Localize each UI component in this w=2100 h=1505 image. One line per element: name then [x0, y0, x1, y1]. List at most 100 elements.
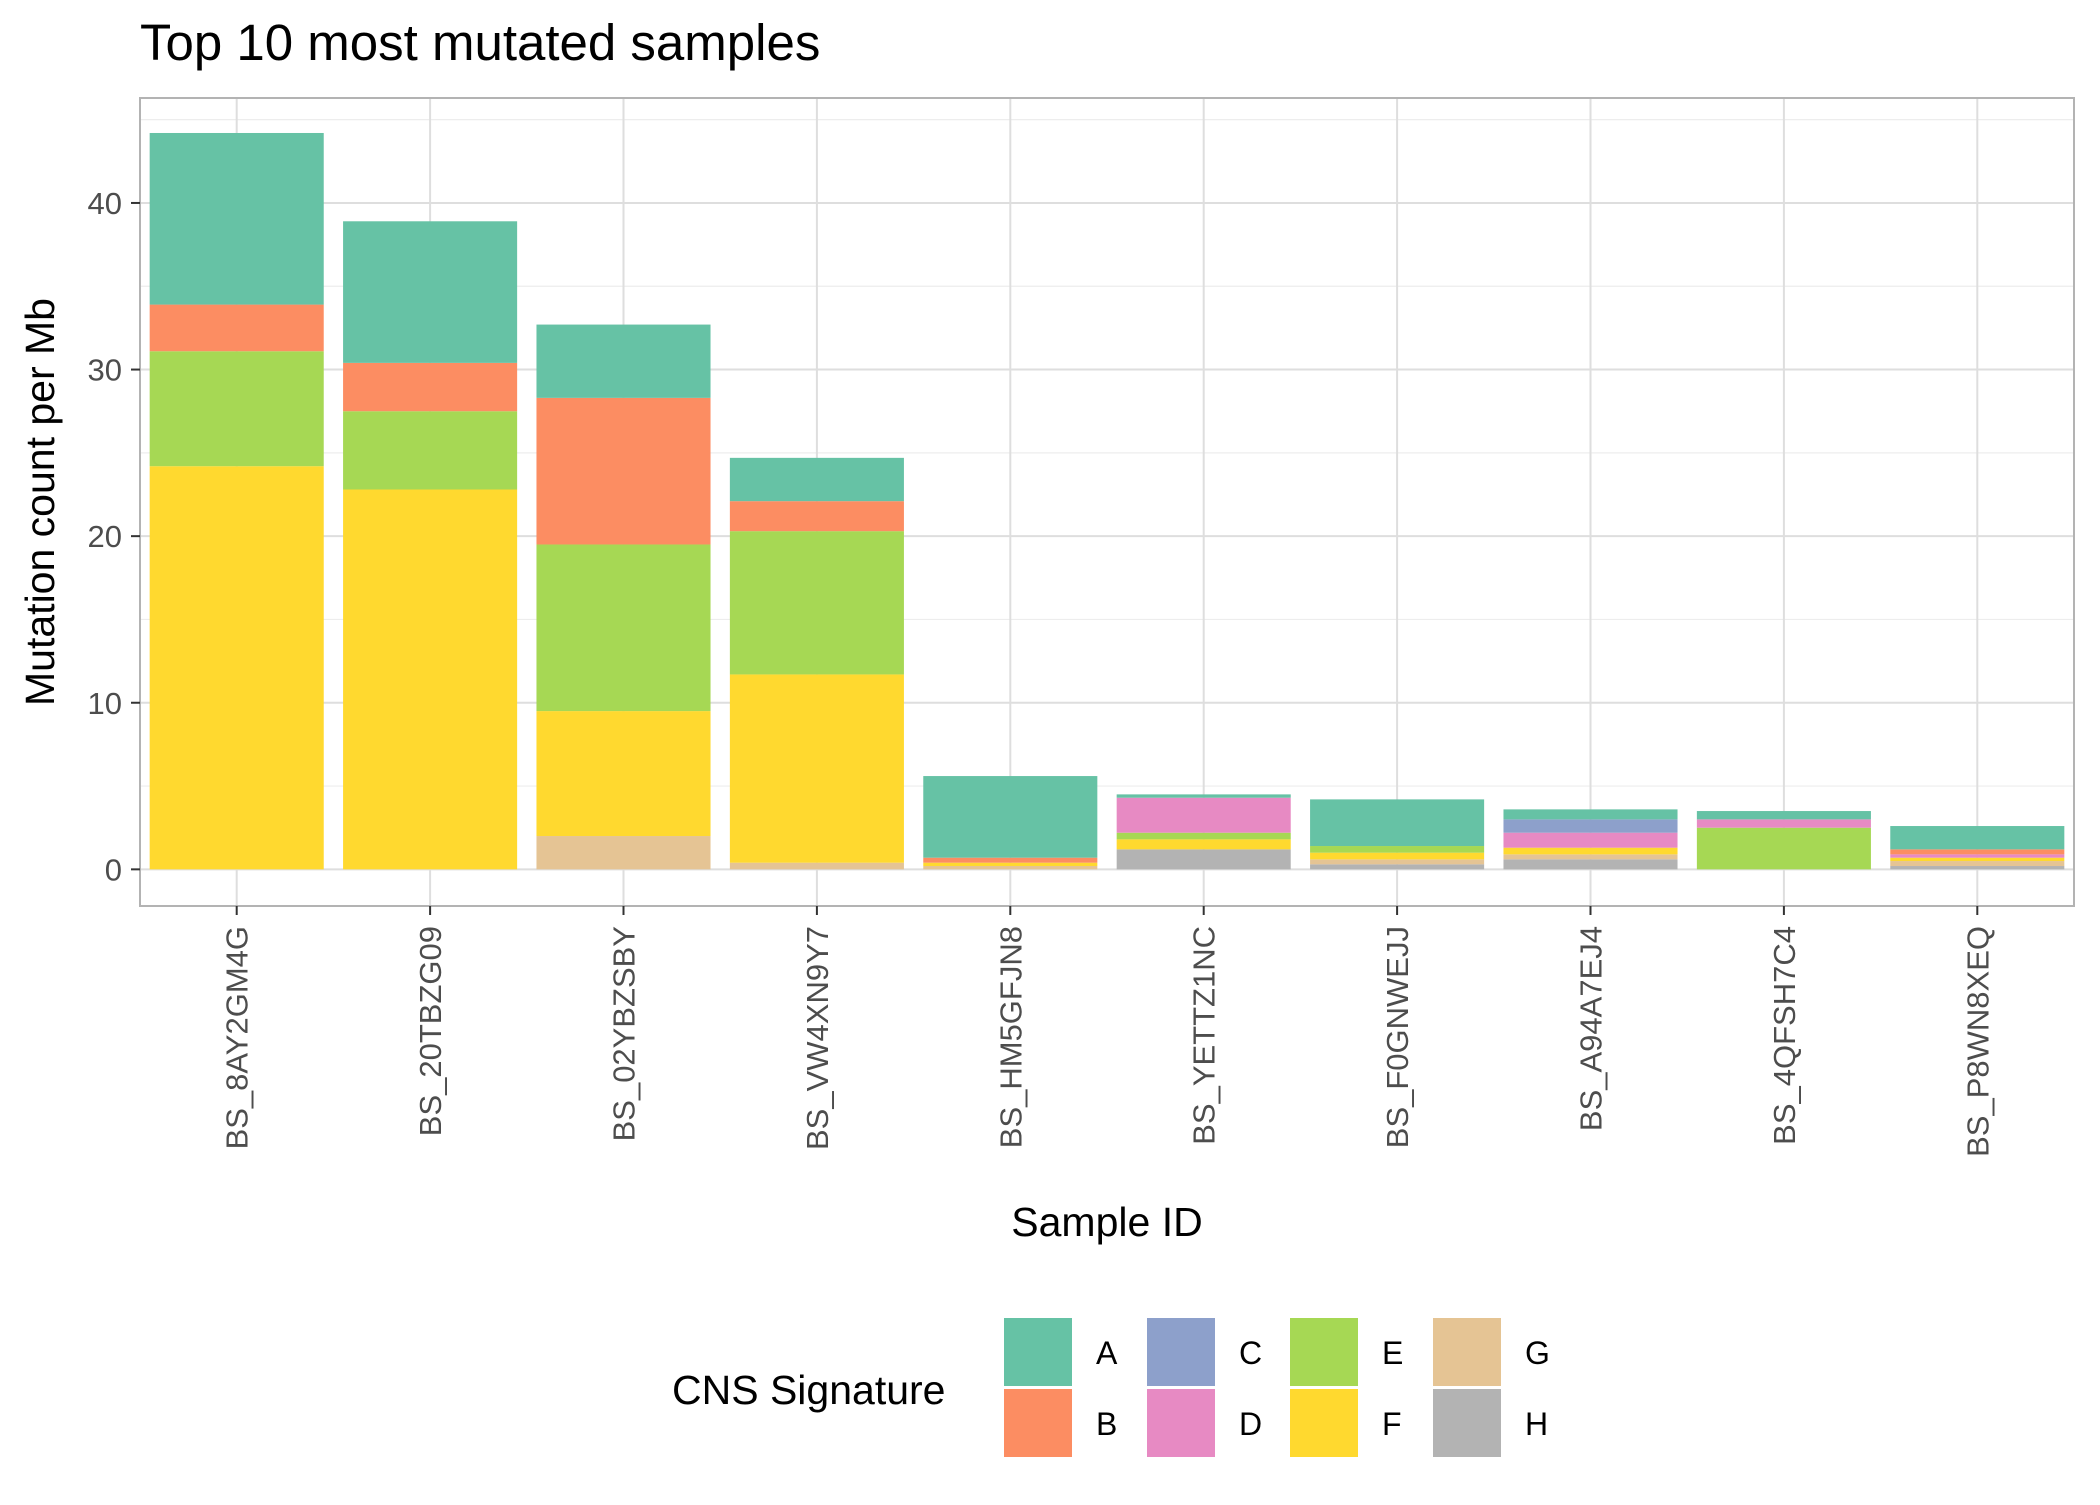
panel-border — [139, 97, 2075, 907]
y-tick-label: 30 — [88, 353, 122, 388]
x-tick-label: BS_F0GNWEJJ — [1380, 926, 1415, 1148]
bar-segment-F — [1116, 839, 1291, 850]
bar-segment-B — [729, 501, 904, 532]
bar-segment-G — [536, 836, 711, 870]
bar-segment-G — [1310, 859, 1485, 865]
bar-stack-BS_02YBZSBY — [536, 324, 711, 870]
bar-segment-A — [1310, 799, 1485, 847]
bar-segment-A — [729, 457, 904, 502]
x-tick-label: BS_VW4XN9Y7 — [800, 926, 835, 1150]
legend-item-G: G — [1433, 1318, 1550, 1386]
x-tick-label: BS_4QFSH7C4 — [1767, 926, 1802, 1145]
bar-stack-BS_VW4XN9Y7 — [729, 457, 904, 870]
bar-segment-E — [1310, 846, 1485, 853]
legend-label: B — [1096, 1406, 1117, 1442]
bar-segment-E — [1116, 832, 1291, 840]
bar-segment-H — [1310, 864, 1485, 870]
bar-segment-F — [1310, 852, 1485, 860]
legend-label: G — [1525, 1335, 1550, 1371]
x-tick-label: BS_02YBZSBY — [607, 926, 642, 1141]
bar-segment-F — [1890, 857, 2065, 862]
legend-swatch — [1433, 1389, 1501, 1457]
legend-swatch — [1433, 1318, 1501, 1386]
bar-segment-G — [1890, 861, 2065, 867]
bar-segment-F — [729, 674, 904, 863]
bar-segment-E — [729, 531, 904, 675]
bar-layer — [149, 132, 2065, 870]
y-tick-label: 20 — [88, 519, 122, 554]
bar-segment-B — [536, 397, 711, 545]
legend-label: H — [1525, 1406, 1548, 1442]
legend-swatch — [1290, 1318, 1358, 1386]
legend-item-A: A — [1004, 1318, 1118, 1386]
bar-segment-H — [1503, 859, 1678, 870]
bar-segment-B — [343, 362, 518, 412]
y-tick-label: 10 — [88, 686, 122, 721]
bar-segment-E — [343, 411, 518, 490]
bar-segment-G — [1503, 854, 1678, 860]
y-tick-label: 0 — [105, 852, 122, 887]
x-tick-label: BS_8AY2GM4G — [220, 926, 255, 1149]
chart-title: Top 10 most mutated samples — [140, 14, 820, 71]
bar-segment-B — [923, 857, 1098, 863]
bar-stack-BS_P8WN8XEQ — [1890, 826, 2065, 870]
bar-segment-D — [1116, 797, 1291, 833]
bar-segment-E — [536, 544, 711, 712]
legend-item-D: D — [1147, 1389, 1262, 1457]
bar-stack-BS_HM5GFJN8 — [923, 776, 1098, 870]
bar-stack-BS_4QFSH7C4 — [1696, 811, 1871, 870]
x-axis-title: Sample ID — [1011, 1199, 1202, 1245]
bar-segment-A — [1890, 826, 2065, 850]
bar-segment-F — [343, 489, 518, 870]
legend-swatch — [1004, 1389, 1072, 1457]
bar-segment-G — [923, 866, 1098, 870]
bar-segment-D — [1503, 832, 1678, 848]
legend-label: E — [1382, 1335, 1403, 1371]
bar-segment-E — [1696, 827, 1871, 870]
bar-stack-BS_F0GNWEJJ — [1310, 799, 1485, 870]
x-tick-label: BS_YETTZ1NC — [1187, 926, 1222, 1145]
bar-segment-D — [1696, 819, 1871, 828]
bar-segment-A — [1503, 809, 1678, 820]
bar-segment-D — [1890, 854, 2065, 858]
legend-swatch — [1004, 1318, 1072, 1386]
y-tick-label: 40 — [88, 186, 122, 221]
bar-segment-B — [149, 304, 324, 352]
legend-label: A — [1096, 1335, 1118, 1371]
bar-stack-BS_8AY2GM4G — [149, 132, 324, 870]
bar-stack-BS_20TBZG09 — [343, 221, 518, 870]
bar-segment-F — [536, 711, 711, 837]
axis-layer: 0 10 20 30 40 BS_8AY2GM4G BS_20TBZG09 BS_02YBZS… — [88, 186, 1996, 1157]
legend-item-H: H — [1433, 1389, 1548, 1457]
legend-label: F — [1382, 1406, 1402, 1442]
bar-segment-F — [1503, 847, 1678, 855]
bar-segment-B — [1890, 849, 2065, 855]
legend-swatch — [1147, 1389, 1215, 1457]
legend-label: C — [1239, 1335, 1262, 1371]
bar-stack-BS_A94A7EJ4 — [1503, 809, 1678, 870]
y-axis-title: Mutation count per Mb — [17, 298, 63, 706]
bar-segment-A — [536, 324, 711, 398]
bar-segment-F — [923, 862, 1098, 867]
legend-item-B: B — [1004, 1389, 1117, 1457]
x-tick-label: BS_HM5GFJN8 — [993, 926, 1028, 1148]
x-tick-label: BS_20TBZG09 — [413, 926, 448, 1136]
bar-segment-H — [1116, 849, 1291, 870]
legend: CNS Signature AB CD EF GH — [672, 1318, 1550, 1457]
x-tick-label: BS_P8WN8XEQ — [1960, 926, 1995, 1157]
legend-item-C: C — [1147, 1318, 1262, 1386]
bar-stack-BS_YETTZ1NC — [1116, 794, 1291, 870]
bar-segment-H — [1890, 866, 2065, 870]
bar-segment-E — [149, 351, 324, 467]
bar-segment-C — [1503, 819, 1678, 833]
legend-swatch — [1147, 1318, 1215, 1386]
bar-segment-A — [343, 221, 518, 363]
legend-swatch — [1290, 1389, 1358, 1457]
bar-segment-A — [1116, 794, 1291, 798]
bar-segment-G — [729, 862, 904, 870]
bar-segment-A — [923, 776, 1098, 858]
legend-item-F: F — [1290, 1389, 1402, 1457]
bar-segment-A — [1696, 811, 1871, 820]
bar-segment-A — [149, 132, 324, 305]
